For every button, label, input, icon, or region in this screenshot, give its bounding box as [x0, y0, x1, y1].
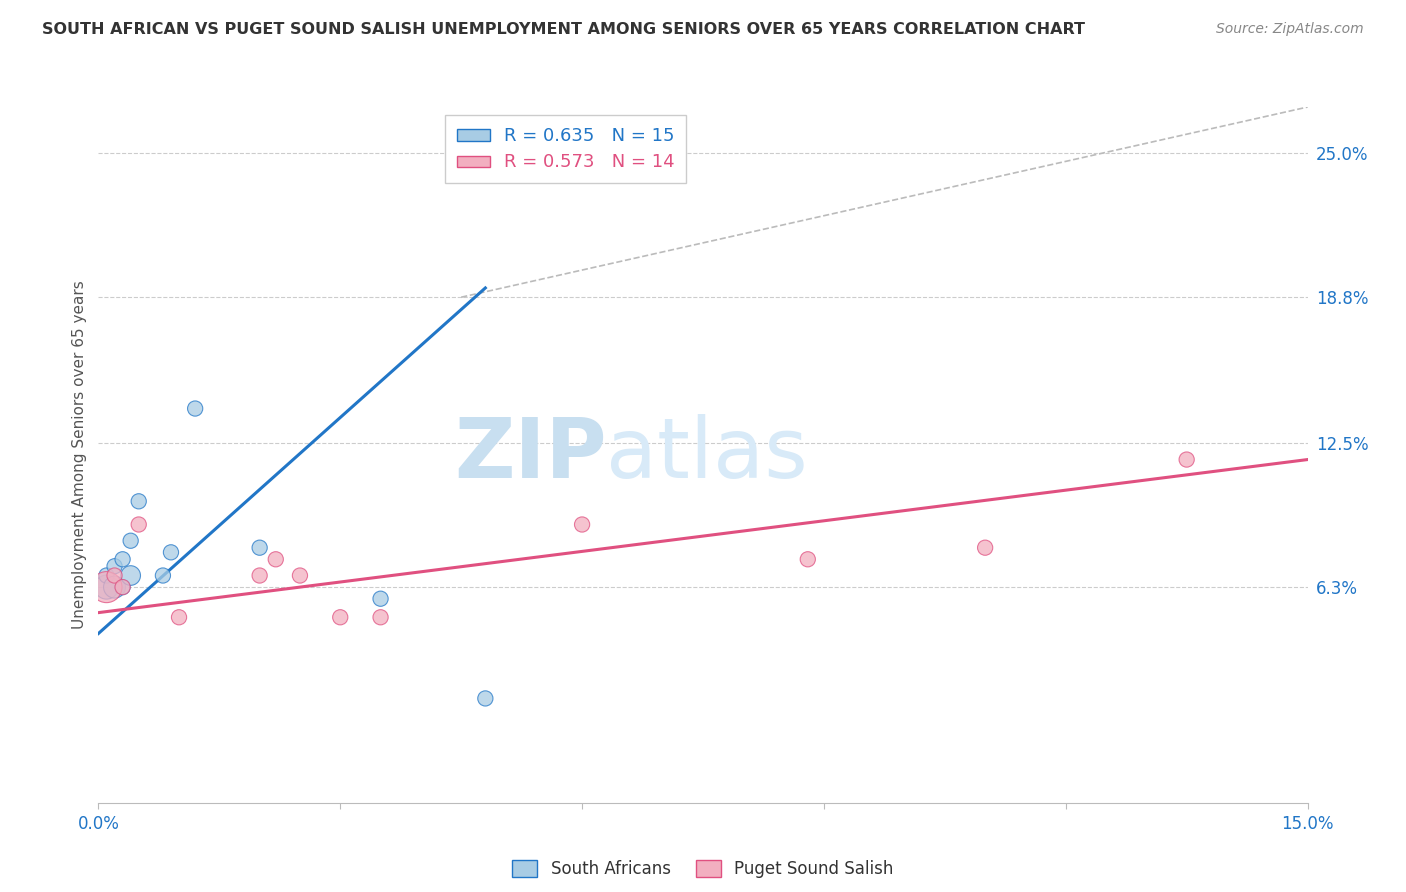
Point: [474, 691, 496, 706]
Text: SOUTH AFRICAN VS PUGET SOUND SALISH UNEMPLOYMENT AMONG SENIORS OVER 65 YEARS COR: SOUTH AFRICAN VS PUGET SOUND SALISH UNEM…: [42, 22, 1085, 37]
Point: [249, 568, 271, 582]
Point: [1175, 452, 1198, 467]
Point: [103, 559, 125, 574]
Point: [370, 591, 392, 606]
Point: [120, 568, 142, 582]
Point: [974, 541, 997, 555]
Point: [111, 552, 134, 566]
Point: [184, 401, 207, 416]
Point: [329, 610, 352, 624]
Point: [571, 517, 593, 532]
Point: [128, 517, 150, 532]
Point: [152, 568, 174, 582]
Point: [96, 580, 118, 594]
Point: [167, 610, 190, 624]
Legend: South Africans, Puget Sound Salish: South Africans, Puget Sound Salish: [506, 854, 900, 885]
Point: [249, 541, 271, 555]
Point: [120, 533, 142, 548]
Point: [103, 580, 125, 594]
Point: [111, 580, 134, 594]
Point: [797, 552, 820, 566]
Point: [96, 580, 118, 594]
Point: [103, 568, 125, 582]
Point: [128, 494, 150, 508]
Point: [96, 568, 118, 582]
Point: [111, 580, 134, 594]
Point: [370, 610, 392, 624]
Point: [288, 568, 311, 582]
Y-axis label: Unemployment Among Seniors over 65 years: Unemployment Among Seniors over 65 years: [72, 281, 87, 629]
Text: atlas: atlas: [606, 415, 808, 495]
Text: ZIP: ZIP: [454, 415, 606, 495]
Point: [160, 545, 183, 559]
Point: [264, 552, 287, 566]
Text: Source: ZipAtlas.com: Source: ZipAtlas.com: [1216, 22, 1364, 37]
